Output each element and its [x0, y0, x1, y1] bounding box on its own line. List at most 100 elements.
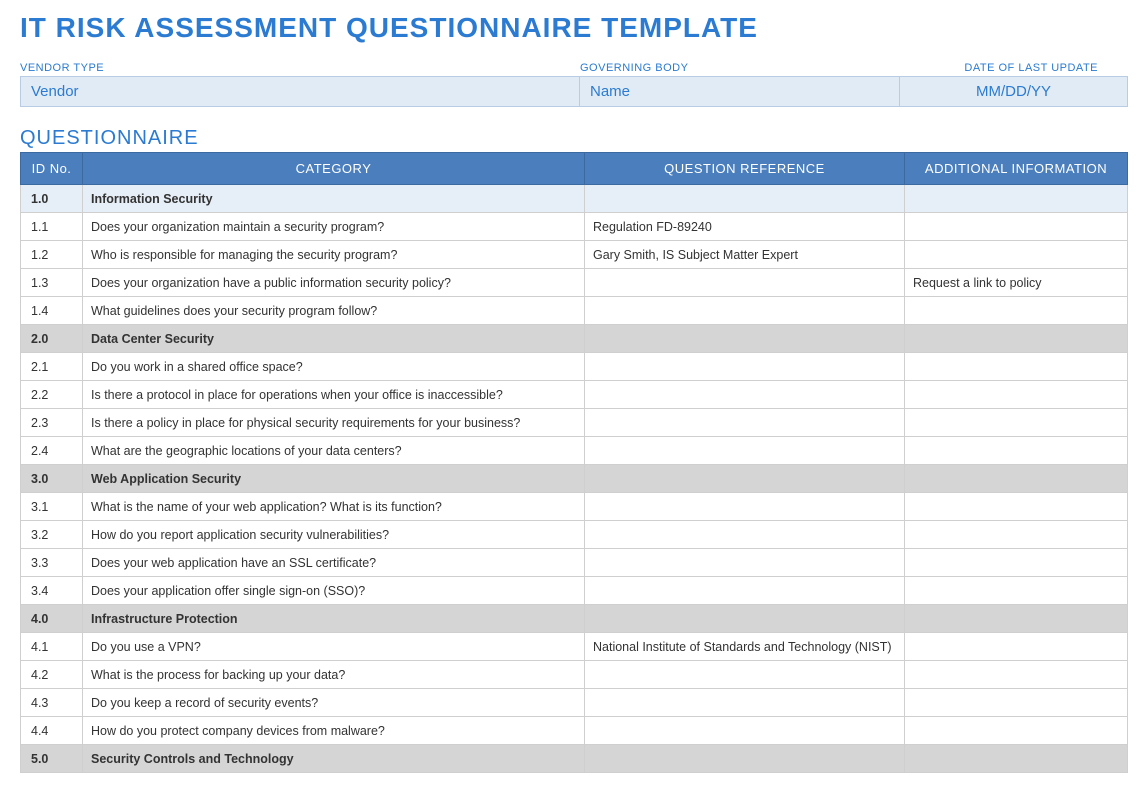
cell-id: 3.0 — [21, 465, 83, 493]
cell-additional — [905, 633, 1128, 661]
cell-reference — [585, 297, 905, 325]
cell-category: Does your organization maintain a securi… — [83, 213, 585, 241]
cell-category: How do you report application security v… — [83, 521, 585, 549]
cell-category: Does your application offer single sign-… — [83, 577, 585, 605]
cell-reference: Regulation FD-89240 — [585, 213, 905, 241]
cell-reference — [585, 745, 905, 773]
cell-id: 3.4 — [21, 577, 83, 605]
section-title: QUESTIONNAIRE — [20, 127, 1128, 150]
cell-category: Is there a protocol in place for operati… — [83, 381, 585, 409]
cell-reference — [585, 493, 905, 521]
vendor-label: VENDOR TYPE — [20, 58, 580, 76]
cell-category: Is there a policy in place for physical … — [83, 409, 585, 437]
body-value[interactable]: Name — [580, 76, 900, 107]
cell-category: Information Security — [83, 185, 585, 213]
cell-id: 2.2 — [21, 381, 83, 409]
questionnaire-table: ID No. CATEGORY QUESTION REFERENCE ADDIT… — [20, 152, 1128, 773]
cell-additional — [905, 297, 1128, 325]
table-section-row: 4.0Infrastructure Protection — [21, 605, 1128, 633]
table-row: 2.1Do you work in a shared office space? — [21, 353, 1128, 381]
cell-additional — [905, 465, 1128, 493]
cell-id: 4.2 — [21, 661, 83, 689]
cell-category: Do you work in a shared office space? — [83, 353, 585, 381]
table-row: 2.4What are the geographic locations of … — [21, 437, 1128, 465]
cell-id: 4.4 — [21, 717, 83, 745]
table-row: 4.3Do you keep a record of security even… — [21, 689, 1128, 717]
cell-additional: Request a link to policy — [905, 269, 1128, 297]
cell-additional — [905, 381, 1128, 409]
cell-category: Do you use a VPN? — [83, 633, 585, 661]
cell-reference — [585, 437, 905, 465]
cell-category: What are the geographic locations of you… — [83, 437, 585, 465]
table-row: 4.2What is the process for backing up yo… — [21, 661, 1128, 689]
table-row: 3.1What is the name of your web applicat… — [21, 493, 1128, 521]
cell-id: 1.4 — [21, 297, 83, 325]
meta-vendor: VENDOR TYPE Vendor — [20, 58, 580, 107]
cell-reference — [585, 717, 905, 745]
page-title: IT RISK ASSESSMENT QUESTIONNAIRE TEMPLAT… — [20, 12, 1128, 44]
cell-category: What guidelines does your security progr… — [83, 297, 585, 325]
cell-additional — [905, 353, 1128, 381]
cell-reference — [585, 185, 905, 213]
table-row: 3.3Does your web application have an SSL… — [21, 549, 1128, 577]
cell-additional — [905, 241, 1128, 269]
col-reference: QUESTION REFERENCE — [585, 153, 905, 185]
table-row: 1.2Who is responsible for managing the s… — [21, 241, 1128, 269]
cell-reference — [585, 409, 905, 437]
cell-reference — [585, 381, 905, 409]
cell-additional — [905, 745, 1128, 773]
cell-category: What is the name of your web application… — [83, 493, 585, 521]
table-header-row: ID No. CATEGORY QUESTION REFERENCE ADDIT… — [21, 153, 1128, 185]
cell-id: 3.1 — [21, 493, 83, 521]
table-row: 4.1Do you use a VPN?National Institute o… — [21, 633, 1128, 661]
table-row: 3.2How do you report application securit… — [21, 521, 1128, 549]
col-id: ID No. — [21, 153, 83, 185]
table-row: 1.3Does your organization have a public … — [21, 269, 1128, 297]
cell-reference — [585, 353, 905, 381]
cell-reference — [585, 269, 905, 297]
table-row: 4.4How do you protect company devices fr… — [21, 717, 1128, 745]
cell-category: Does your web application have an SSL ce… — [83, 549, 585, 577]
cell-id: 2.3 — [21, 409, 83, 437]
cell-additional — [905, 717, 1128, 745]
cell-category: What is the process for backing up your … — [83, 661, 585, 689]
cell-id: 5.0 — [21, 745, 83, 773]
table-row: 1.1Does your organization maintain a sec… — [21, 213, 1128, 241]
cell-category: Data Center Security — [83, 325, 585, 353]
cell-id: 3.3 — [21, 549, 83, 577]
table-row: 3.4Does your application offer single si… — [21, 577, 1128, 605]
cell-id: 1.2 — [21, 241, 83, 269]
cell-category: Who is responsible for managing the secu… — [83, 241, 585, 269]
cell-id: 2.4 — [21, 437, 83, 465]
body-label: GOVERNING BODY — [580, 58, 900, 76]
cell-additional — [905, 185, 1128, 213]
col-category: CATEGORY — [83, 153, 585, 185]
cell-additional — [905, 661, 1128, 689]
cell-reference — [585, 661, 905, 689]
cell-id: 4.3 — [21, 689, 83, 717]
date-value[interactable]: MM/DD/YY — [900, 76, 1128, 107]
cell-id: 4.1 — [21, 633, 83, 661]
table-row: 2.2Is there a protocol in place for oper… — [21, 381, 1128, 409]
cell-id: 2.0 — [21, 325, 83, 353]
table-row: 2.3Is there a policy in place for physic… — [21, 409, 1128, 437]
cell-reference: National Institute of Standards and Tech… — [585, 633, 905, 661]
cell-additional — [905, 689, 1128, 717]
cell-id: 2.1 — [21, 353, 83, 381]
vendor-value[interactable]: Vendor — [20, 76, 580, 107]
cell-additional — [905, 437, 1128, 465]
meta-date: DATE OF LAST UPDATE MM/DD/YY — [900, 58, 1128, 107]
cell-additional — [905, 409, 1128, 437]
cell-reference — [585, 577, 905, 605]
cell-additional — [905, 325, 1128, 353]
cell-id: 1.1 — [21, 213, 83, 241]
cell-additional — [905, 605, 1128, 633]
cell-id: 1.0 — [21, 185, 83, 213]
meta-body: GOVERNING BODY Name — [580, 58, 900, 107]
table-section-row: 2.0Data Center Security — [21, 325, 1128, 353]
cell-id: 1.3 — [21, 269, 83, 297]
cell-category: Do you keep a record of security events? — [83, 689, 585, 717]
col-additional: ADDITIONAL INFORMATION — [905, 153, 1128, 185]
cell-reference — [585, 689, 905, 717]
cell-category: Web Application Security — [83, 465, 585, 493]
